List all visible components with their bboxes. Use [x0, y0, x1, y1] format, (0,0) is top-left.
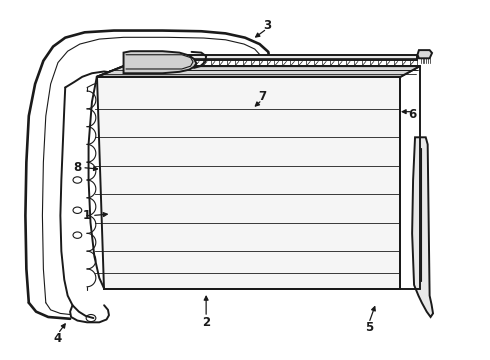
- Text: 8: 8: [74, 161, 81, 174]
- Text: 1: 1: [83, 209, 91, 222]
- Text: 7: 7: [258, 90, 266, 103]
- Text: 5: 5: [365, 321, 373, 334]
- Polygon shape: [97, 66, 420, 77]
- Text: 4: 4: [54, 332, 62, 345]
- Polygon shape: [97, 77, 400, 288]
- Polygon shape: [417, 50, 432, 58]
- Polygon shape: [412, 137, 433, 317]
- Text: 2: 2: [202, 316, 210, 329]
- Text: 6: 6: [409, 108, 416, 121]
- Text: 3: 3: [263, 19, 271, 32]
- Polygon shape: [123, 55, 417, 60]
- Polygon shape: [123, 51, 196, 73]
- Polygon shape: [97, 66, 420, 77]
